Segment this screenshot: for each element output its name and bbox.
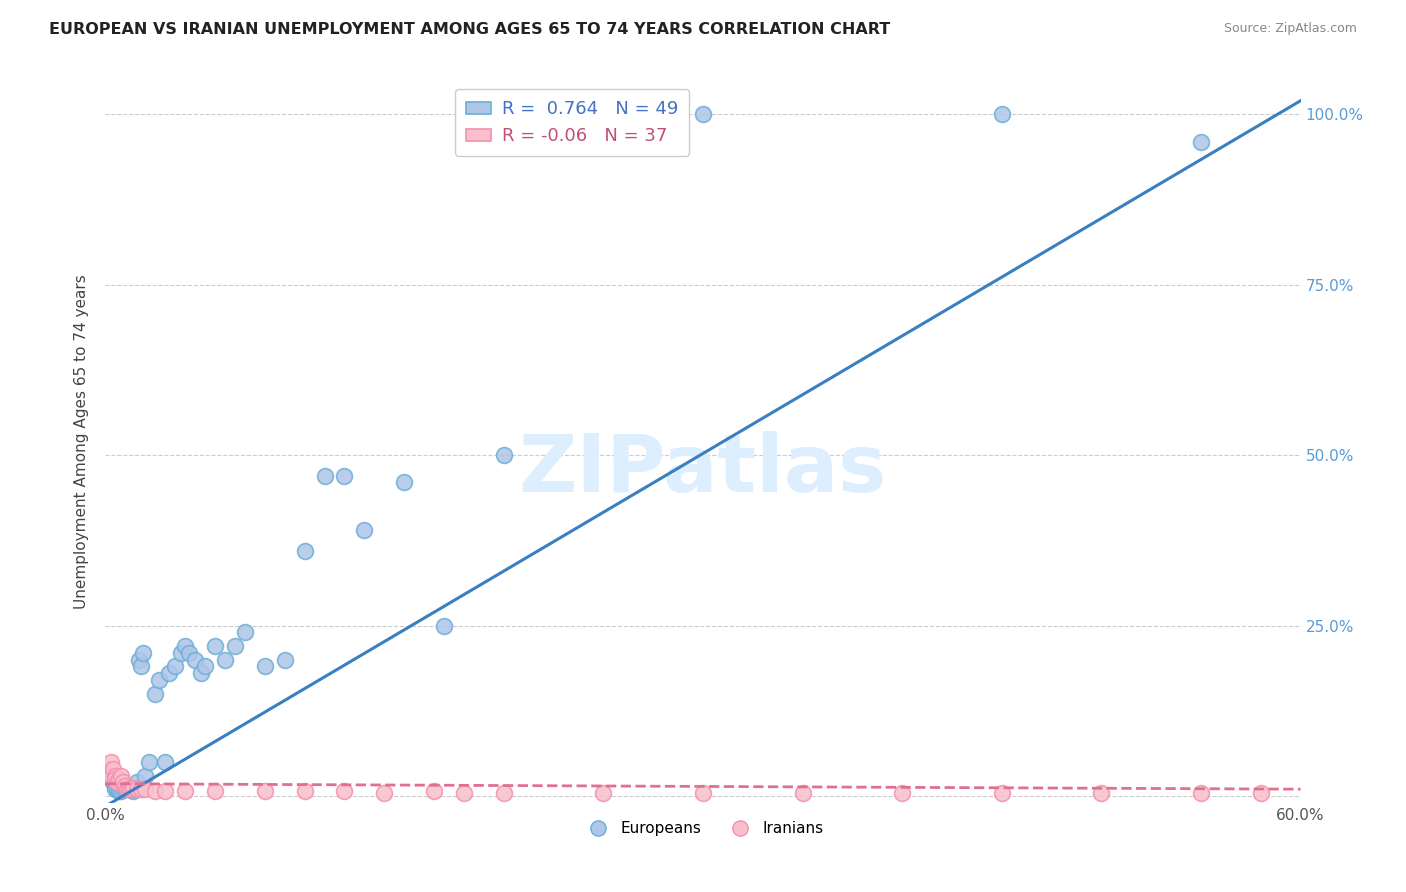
Point <box>174 639 197 653</box>
Point <box>224 639 246 653</box>
Point <box>129 659 153 673</box>
Point <box>112 782 135 797</box>
Point <box>392 475 416 490</box>
Point <box>117 782 139 797</box>
Point <box>177 646 201 660</box>
Point <box>129 782 153 797</box>
Point <box>103 775 125 789</box>
Point <box>120 782 142 797</box>
Point <box>114 780 136 795</box>
Point <box>1189 786 1212 800</box>
Point <box>333 783 356 797</box>
Point <box>492 786 515 800</box>
Point <box>204 639 226 653</box>
Text: Source: ZipAtlas.com: Source: ZipAtlas.com <box>1223 22 1357 36</box>
Point <box>891 786 914 800</box>
Point <box>157 666 180 681</box>
Point <box>103 762 125 776</box>
Point <box>110 783 132 797</box>
Point <box>104 768 127 782</box>
Point <box>108 772 131 786</box>
Point <box>143 687 166 701</box>
Point <box>990 107 1012 121</box>
Point <box>174 783 197 797</box>
Point <box>194 659 217 673</box>
Point <box>990 786 1012 800</box>
Point <box>273 653 295 667</box>
Point <box>104 779 127 793</box>
Point <box>98 762 121 776</box>
Point <box>122 783 145 797</box>
Point <box>170 646 193 660</box>
Point <box>138 755 160 769</box>
Point <box>104 782 127 797</box>
Point <box>294 543 316 558</box>
Y-axis label: Unemployment Among Ages 65 to 74 years: Unemployment Among Ages 65 to 74 years <box>75 274 90 609</box>
Point <box>100 772 122 786</box>
Point <box>592 786 614 800</box>
Point <box>107 775 129 789</box>
Point <box>153 755 177 769</box>
Point <box>792 786 814 800</box>
Point <box>433 618 456 632</box>
Point <box>114 779 136 793</box>
Point <box>120 782 142 797</box>
Point <box>692 786 714 800</box>
Point <box>122 780 145 795</box>
Point <box>453 786 475 800</box>
Point <box>117 779 139 793</box>
Point <box>353 523 375 537</box>
Point <box>128 653 150 667</box>
Point <box>1250 786 1272 800</box>
Point <box>100 768 122 782</box>
Point <box>124 782 146 797</box>
Point <box>190 666 212 681</box>
Point <box>153 783 177 797</box>
Point <box>110 768 132 782</box>
Point <box>373 786 395 800</box>
Point <box>314 468 336 483</box>
Point <box>1189 135 1212 149</box>
Point <box>1090 786 1112 800</box>
Point <box>165 659 187 673</box>
Point <box>692 107 714 121</box>
Point <box>118 780 141 795</box>
Point <box>100 768 122 782</box>
Point <box>107 782 129 797</box>
Point <box>127 782 149 797</box>
Point <box>233 625 256 640</box>
Point <box>423 783 446 797</box>
Point <box>294 783 316 797</box>
Point <box>134 782 156 797</box>
Text: EUROPEAN VS IRANIAN UNEMPLOYMENT AMONG AGES 65 TO 74 YEARS CORRELATION CHART: EUROPEAN VS IRANIAN UNEMPLOYMENT AMONG A… <box>49 22 890 37</box>
Point <box>127 775 149 789</box>
Point <box>148 673 170 687</box>
Point <box>98 765 121 780</box>
Point <box>118 782 141 797</box>
Point <box>132 646 155 660</box>
Text: ZIPatlas: ZIPatlas <box>519 432 887 509</box>
Point <box>253 659 276 673</box>
Point <box>214 653 236 667</box>
Point <box>134 768 156 782</box>
Point <box>108 783 131 797</box>
Point <box>204 783 226 797</box>
Point <box>100 755 122 769</box>
Point <box>333 468 356 483</box>
Legend: Europeans, Iranians: Europeans, Iranians <box>576 815 830 842</box>
Point <box>184 653 207 667</box>
Point <box>492 448 515 462</box>
Point <box>112 775 135 789</box>
Point <box>104 772 127 786</box>
Point <box>253 783 276 797</box>
Point <box>143 783 166 797</box>
